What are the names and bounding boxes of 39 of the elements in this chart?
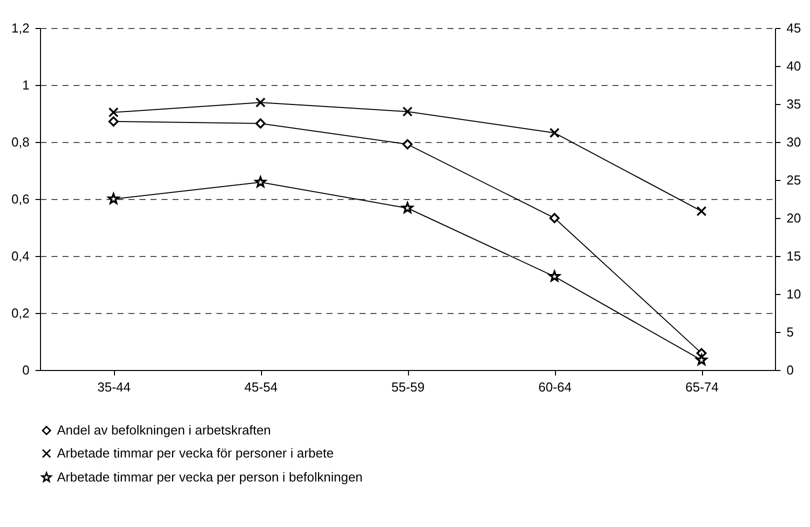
y2-tick-label: 20 <box>786 210 801 226</box>
y-tick-label: 0,4 <box>11 248 30 264</box>
legend-label: Arbetade timmar per vecka för personer i arbete <box>57 446 334 460</box>
y2-tick-label: 30 <box>786 134 801 150</box>
x-tick-label: 35-44 <box>97 380 131 394</box>
x-tick-label: 65-74 <box>685 380 719 394</box>
point <box>402 106 413 117</box>
y-tick-label: 1 <box>22 78 30 92</box>
legend-label: Andel av befolkningen i arbetskraften <box>57 422 271 438</box>
point <box>255 118 266 129</box>
y-tick-label: 0,2 <box>11 306 30 320</box>
y2-tick-label: 0 <box>786 362 794 378</box>
y2-tick-label: 10 <box>786 286 801 302</box>
y2-tick-label: 25 <box>786 172 801 188</box>
point <box>254 176 266 188</box>
point <box>255 97 266 108</box>
y-tick-label: 0,6 <box>11 192 30 206</box>
point <box>549 128 560 138</box>
legend-label: Arbetade timmar per vecka per person i befolkningen <box>57 470 363 484</box>
point <box>108 107 119 118</box>
point <box>696 354 708 366</box>
point <box>108 193 120 204</box>
y2-tick-label: 5 <box>786 324 794 340</box>
y2-tick-label: 15 <box>786 248 801 264</box>
y2-tick-label: 45 <box>786 20 801 36</box>
point <box>548 270 560 282</box>
y-tick-label: 0 <box>22 362 30 378</box>
y2-tick-label: 40 <box>786 58 801 74</box>
y-tick-label: 1,2 <box>11 20 30 36</box>
y-tick-label: 0,8 <box>11 134 30 150</box>
point <box>108 116 119 127</box>
x-tick-label: 45-54 <box>244 380 278 394</box>
x-tick-label: 55-59 <box>391 380 425 394</box>
x-tick-label: 60-64 <box>538 380 572 394</box>
point <box>402 139 413 150</box>
point <box>696 206 707 216</box>
point <box>402 202 414 214</box>
point <box>549 213 560 224</box>
y2-tick-label: 35 <box>786 96 801 112</box>
